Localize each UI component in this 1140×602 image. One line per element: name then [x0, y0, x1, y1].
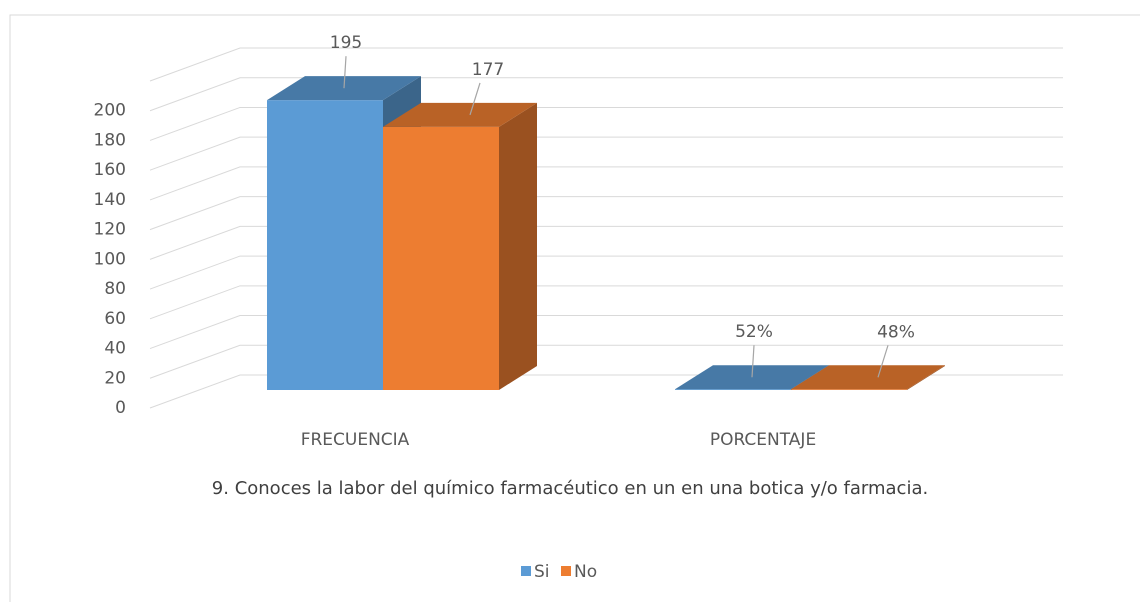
- grid-line: [149, 47, 1063, 82]
- y-tick-label: 0: [115, 398, 126, 418]
- bar: [791, 389, 907, 390]
- grid-line: [149, 315, 1063, 350]
- y-tick-label: 200: [94, 101, 126, 121]
- x-tick-label: PORCENTAJE: [710, 430, 816, 450]
- data-label-leader: [877, 345, 889, 378]
- data-label: 52%: [735, 322, 773, 342]
- grid-line: [149, 136, 1063, 171]
- bar-side: [907, 365, 945, 390]
- y-tick-label: 100: [94, 249, 126, 269]
- bar-side: [499, 102, 537, 390]
- grid-line: [149, 285, 1063, 320]
- y-tick-label: 140: [94, 190, 126, 210]
- grid-line: [149, 106, 1063, 141]
- grid-line: [149, 196, 1063, 231]
- grid-line: [149, 255, 1063, 290]
- bar-top: [383, 102, 537, 127]
- chart-frame: [9, 14, 1140, 602]
- bar-top: [791, 365, 945, 390]
- y-tick-label: 180: [94, 130, 126, 150]
- data-label: 195: [330, 33, 362, 53]
- y-tick-label: 20: [104, 368, 126, 388]
- legend-label: Si: [534, 562, 550, 582]
- grid-line: [149, 166, 1063, 201]
- bar: [267, 100, 383, 390]
- grid-line: [149, 225, 1063, 260]
- x-tick-label: FRECUENCIA: [301, 430, 410, 450]
- bar: [383, 126, 499, 390]
- bar: [675, 389, 791, 390]
- legend-swatch: [521, 566, 531, 576]
- y-tick-label: 160: [94, 160, 126, 180]
- y-tick-label: 40: [104, 339, 126, 359]
- data-label-leader: [343, 56, 347, 89]
- legend-label: No: [574, 562, 597, 582]
- data-label-leader: [751, 345, 755, 378]
- grid-line: [149, 344, 1063, 379]
- legend-swatch: [561, 566, 571, 576]
- y-tick-label: 80: [104, 279, 126, 299]
- chart-title: 9. Conoces la labor del químico farmacéu…: [211, 478, 929, 499]
- data-label-leader: [469, 82, 481, 116]
- data-label: 177: [472, 60, 504, 80]
- y-tick-label: 60: [104, 309, 126, 329]
- y-tick-label: 120: [94, 220, 126, 240]
- data-label: 48%: [877, 322, 915, 342]
- grid-line: [149, 77, 1063, 112]
